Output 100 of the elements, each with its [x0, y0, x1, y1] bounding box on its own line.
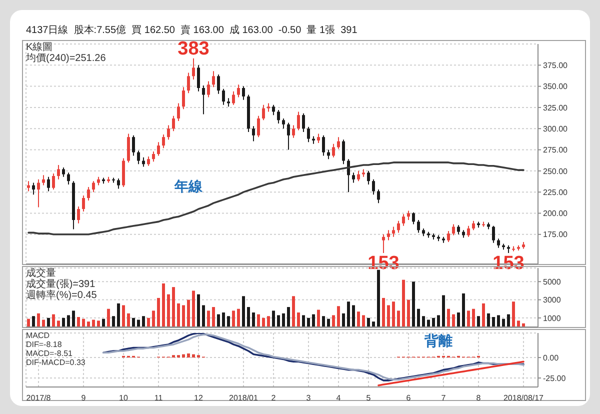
candlestick	[47, 176, 50, 192]
candlestick	[92, 180, 95, 193]
x-tick-label: 2	[271, 394, 276, 403]
bar	[237, 308, 240, 327]
annotation: 成交量(張)=391	[26, 279, 96, 290]
candlestick	[467, 225, 470, 238]
candlestick	[372, 178, 375, 196]
bar	[417, 308, 420, 327]
bar	[167, 294, 170, 327]
candlestick	[132, 134, 135, 156]
bar	[447, 308, 450, 327]
bar	[147, 318, 150, 327]
y-tick-label: 1000	[543, 314, 562, 323]
x-tick-label: 2017/8	[26, 394, 52, 403]
y-tick-label: 5000	[543, 277, 562, 286]
candlestick	[27, 180, 30, 192]
bar	[372, 322, 375, 327]
line-series	[378, 360, 524, 386]
candlestick	[262, 104, 265, 121]
annotation: DIF-MACD=0.33	[26, 358, 86, 367]
candlestick	[187, 72, 190, 94]
bar	[442, 295, 445, 327]
bar	[352, 305, 355, 327]
bar	[42, 320, 45, 327]
bar	[507, 314, 510, 327]
candlestick	[212, 70, 215, 88]
bar	[102, 318, 105, 327]
bar	[512, 302, 515, 327]
candlestick	[57, 164, 60, 180]
candlestick	[162, 134, 165, 149]
annotation: 週轉率(%)=0.45	[26, 290, 97, 301]
line-series	[28, 162, 524, 236]
candlestick	[377, 189, 380, 204]
bar	[407, 300, 410, 327]
bar	[457, 312, 460, 327]
bar	[127, 313, 130, 327]
bar	[77, 317, 80, 327]
candlestick	[217, 74, 220, 94]
bar	[257, 314, 260, 327]
bar	[112, 316, 115, 327]
y-tick-label: -25.00	[543, 374, 566, 383]
series-label: 背離	[424, 332, 452, 349]
candlestick	[447, 230, 450, 242]
bar	[52, 314, 55, 327]
candlestick	[127, 133, 130, 163]
candlestick	[152, 150, 155, 162]
bar	[192, 290, 195, 327]
bar	[227, 316, 230, 327]
bar	[97, 320, 100, 327]
chart-subtitle: K線圖	[26, 42, 54, 53]
candlestick	[242, 86, 245, 100]
bar	[262, 318, 265, 327]
bar	[302, 315, 305, 327]
candlestick	[497, 238, 500, 248]
bar	[397, 310, 400, 327]
bar	[272, 310, 275, 327]
x-tick-label: 12	[194, 394, 204, 403]
candlestick	[352, 172, 355, 184]
candlestick	[257, 115, 260, 138]
bar	[287, 307, 290, 327]
bar	[122, 305, 125, 327]
candlestick	[392, 226, 395, 238]
bar	[482, 303, 485, 327]
bar	[317, 310, 320, 327]
bar	[497, 315, 500, 327]
bar	[472, 308, 475, 327]
candlestick	[192, 58, 195, 80]
candlestick	[222, 88, 225, 106]
candlestick	[272, 104, 275, 116]
candlestick	[67, 172, 70, 185]
bar	[132, 318, 135, 327]
bar	[217, 314, 220, 327]
candlestick	[172, 115, 175, 132]
bar	[67, 315, 70, 327]
candlestick	[197, 64, 200, 92]
candlestick	[202, 84, 205, 115]
bar	[347, 302, 350, 327]
bar	[402, 280, 405, 327]
bar	[267, 316, 270, 327]
candlestick	[277, 110, 280, 124]
x-tick-label: 2018/08/17	[503, 394, 544, 403]
x-tick-label: 10	[119, 394, 128, 403]
bar	[142, 316, 145, 327]
bar	[437, 315, 440, 327]
candlestick	[452, 224, 455, 236]
candlestick	[472, 220, 475, 231]
bar	[467, 310, 470, 327]
candlestick	[482, 221, 485, 228]
candlestick	[37, 178, 40, 208]
candlestick	[342, 139, 345, 165]
bar	[432, 318, 435, 327]
candlestick	[367, 170, 370, 185]
candlestick	[387, 230, 390, 241]
candlestick	[457, 224, 460, 235]
bar	[387, 305, 390, 327]
bar	[412, 282, 415, 327]
bar	[212, 307, 215, 327]
chart-title: MACD	[26, 331, 51, 340]
bar	[422, 316, 425, 327]
y-tick-label: 250.00	[543, 166, 568, 176]
